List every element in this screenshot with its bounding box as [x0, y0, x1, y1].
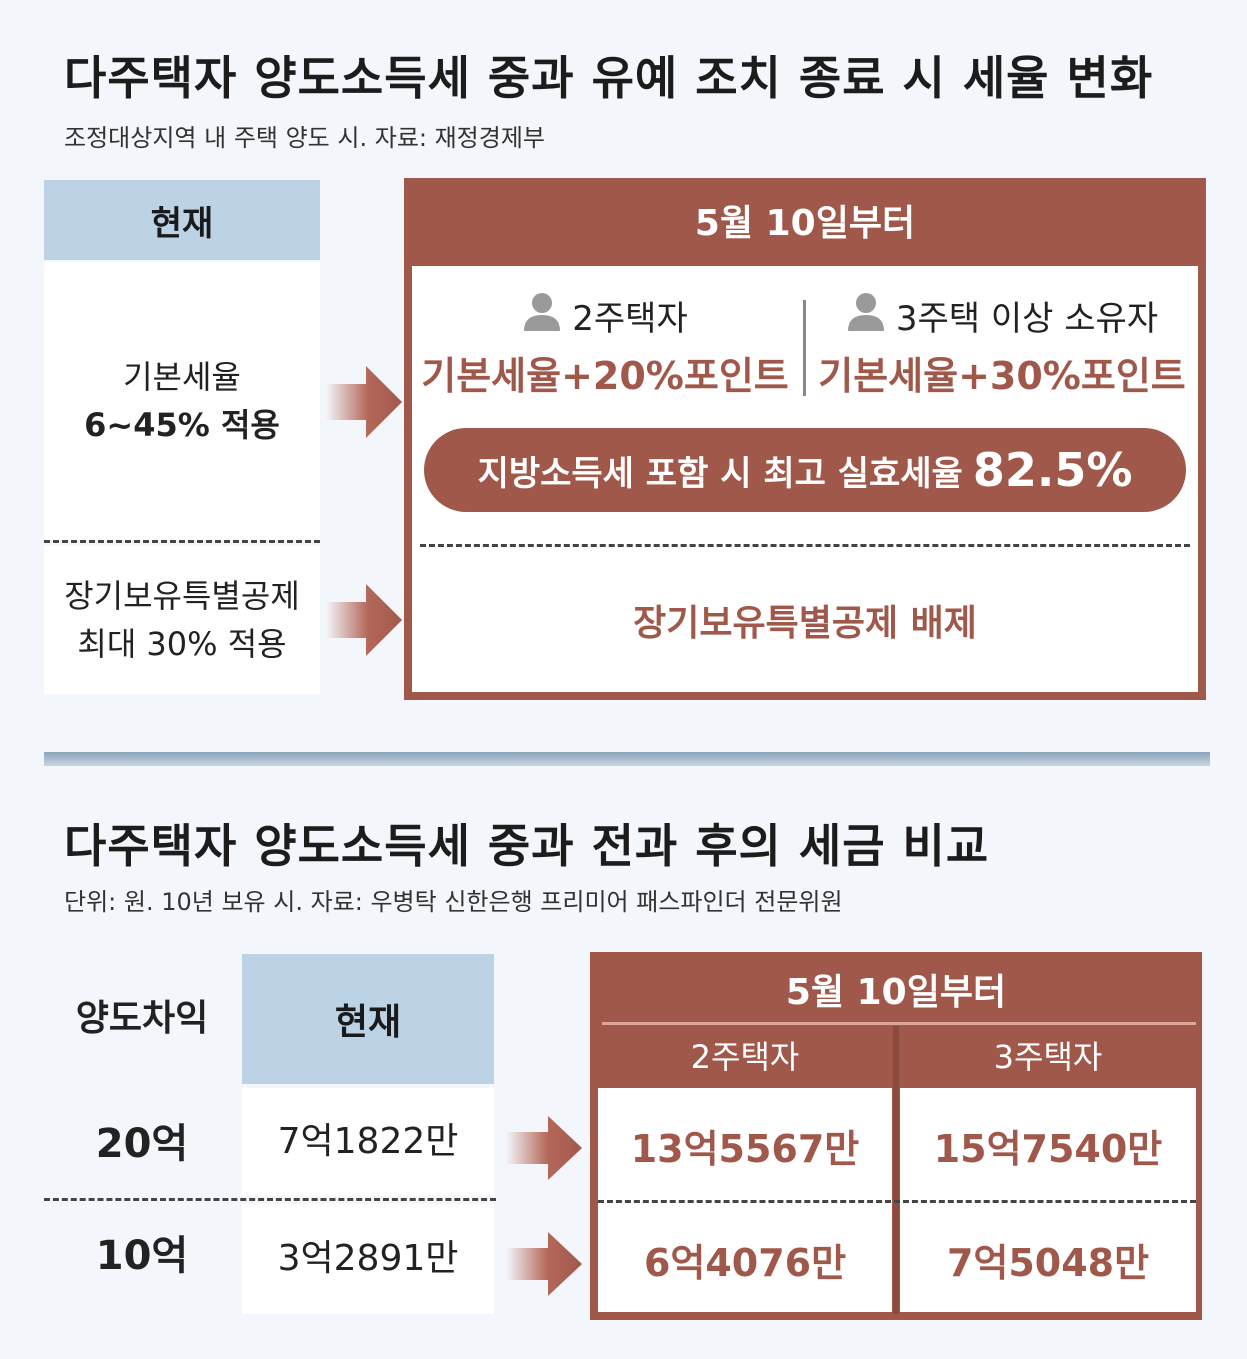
row1-three-home: 15억7540만 — [933, 1126, 1163, 1171]
max-rate-label: 지방소득세 포함 시 최고 실효세율 — [477, 453, 963, 494]
row2-current-value: 3억2891만 — [277, 1238, 459, 1279]
after-header: 5월 10일부터 — [694, 203, 916, 244]
current-basic-rate-label: 기본세율 — [123, 358, 241, 396]
section2-subtitle: 단위: 원. 10년 보유 시. 자료: 우병탁 신한은행 프리미어 패스파인더… — [64, 888, 843, 916]
two-home-label: 2주택자 — [420, 290, 790, 340]
section2-title: 다주택자 양도소득세 중과 전과 후의 세금 비교 — [64, 819, 990, 873]
three-home-label-text: 3주택 이상 소유자 — [895, 298, 1159, 339]
row2-current: 3억2891만 — [242, 1204, 494, 1314]
arrow-right-icon — [326, 584, 402, 656]
after-table-header-line — [602, 1022, 1196, 1025]
current-divider — [44, 540, 320, 543]
current-deduction-label: 장기보유특별공제 — [64, 577, 300, 615]
max-rate-pill: 지방소득세 포함 시 최고 실효세율 82.5% — [424, 428, 1186, 512]
three-home-header: 3주택자 — [993, 1038, 1103, 1076]
section1-subtitle: 조정대상지역 내 주택 양도 시. 자료: 재정경제부 — [64, 124, 546, 152]
arrow-right-icon — [506, 1232, 582, 1296]
current-deduction-value: 최대 30% 적용 — [77, 625, 287, 663]
row1-current-value: 7억1822만 — [277, 1121, 459, 1162]
row1-two-home: 13억5567만 — [630, 1126, 860, 1171]
max-rate-value: 82.5% — [972, 443, 1133, 497]
two-home-rate: 기본세율+20%포인트 — [421, 353, 789, 398]
current-header: 현재 — [44, 180, 320, 260]
person-icon — [522, 291, 562, 340]
three-home-rate: 기본세율+30%포인트 — [818, 353, 1186, 398]
row2-gain: 10억 — [95, 1233, 189, 1279]
table-current-header: 현재 — [242, 954, 494, 1084]
arrow-right-icon — [506, 1116, 582, 1180]
row2-three-home: 7억5048만 — [946, 1240, 1150, 1285]
arrow-right-icon — [326, 366, 402, 438]
current-deduction-cell: 장기보유특별공제 최대 30% 적용 — [44, 546, 320, 694]
gain-header: 양도차익 — [75, 998, 209, 1039]
deduction-excluded: 장기보유특별공제 배제 — [633, 603, 977, 644]
current-basic-rate-value: 6~45% 적용 — [84, 406, 280, 444]
two-home-header: 2주택자 — [690, 1038, 800, 1076]
row1-gain: 20억 — [95, 1121, 189, 1167]
table-left-divider — [44, 1198, 496, 1201]
column-divider — [803, 300, 806, 396]
after-table-divider — [598, 1200, 1196, 1203]
row2-two-home: 6억4076만 — [643, 1240, 847, 1285]
after-table-header: 5월 10일부터 — [785, 972, 1007, 1013]
two-home-label-text: 2주택자 — [572, 298, 688, 339]
section-separator — [44, 752, 1210, 766]
three-home-label: 3주택 이상 소유자 — [812, 290, 1192, 340]
person-icon — [846, 291, 886, 340]
current-basic-rate-cell: 기본세율 6~45% 적용 — [44, 262, 320, 540]
after-divider — [420, 544, 1190, 547]
row1-current: 7억1822만 — [242, 1088, 494, 1196]
section1-title: 다주택자 양도소득세 중과 유예 조치 종료 시 세율 변화 — [64, 51, 1154, 105]
after-table-col-divider — [893, 1026, 899, 1314]
